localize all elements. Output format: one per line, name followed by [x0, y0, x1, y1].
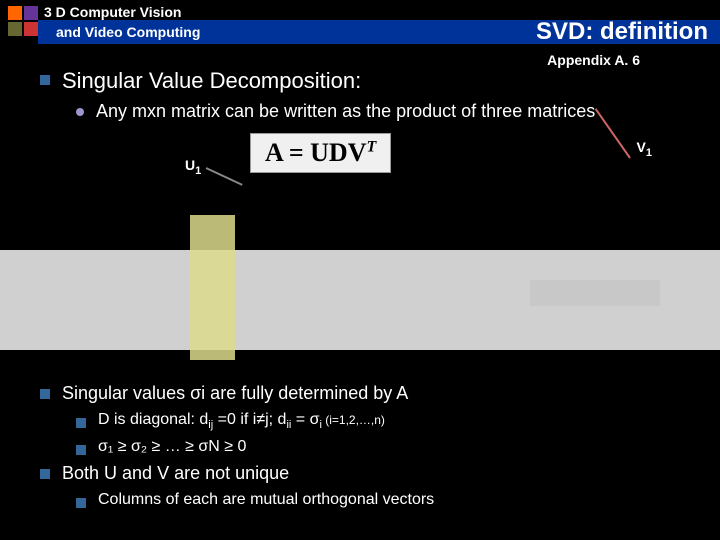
u1-label: U1	[185, 157, 201, 177]
formula: A = UDVT	[250, 133, 391, 173]
logo-sq	[8, 22, 22, 36]
lower-b2: Both U and V are not unique	[62, 462, 289, 485]
logo-sq	[24, 6, 38, 20]
header-text: 3 D Computer Vision and Video Computing …	[44, 4, 720, 44]
logo	[8, 6, 38, 36]
bullet-icon	[40, 75, 50, 85]
logo-sq	[24, 22, 38, 36]
u1-line	[206, 167, 243, 186]
bullet-icon	[76, 498, 86, 508]
formula-sup: T	[367, 139, 377, 156]
diagram-highlight	[190, 215, 235, 360]
diagram-small	[530, 280, 660, 306]
bullet-sub: Columns of each are mutual orthogonal ve…	[40, 491, 690, 509]
diagram-band	[0, 250, 720, 350]
lower-b1: Singular values σi are fully determined …	[62, 382, 408, 405]
bullet-icon	[40, 469, 50, 479]
bullet-main: Both U and V are not unique	[40, 462, 690, 485]
content: Singular Value Decomposition: Any mxn ma…	[0, 68, 720, 123]
main-heading: Singular Value Decomposition:	[62, 68, 361, 94]
v1-label: V1	[637, 139, 652, 159]
bullet-main: Singular Value Decomposition:	[40, 68, 690, 94]
logo-sq	[8, 6, 22, 20]
bullet-icon	[40, 389, 50, 399]
appendix-ref: Appendix A. 6	[0, 52, 720, 68]
lower-content: Singular values σi are fully determined …	[40, 382, 690, 515]
slide-title: SVD: definition	[536, 18, 708, 46]
sub-text: Any mxn matrix can be written as the pro…	[96, 100, 595, 123]
header: 3 D Computer Vision and Video Computing …	[0, 0, 720, 44]
bullet-sub: σ₁ ≥ σ₂ ≥ … ≥ σN ≥ 0	[40, 438, 690, 456]
formula-text: A = UDV	[265, 138, 367, 167]
lower-b1b: σ₁ ≥ σ₂ ≥ … ≥ σN ≥ 0	[98, 438, 246, 456]
bullet-icon	[76, 445, 86, 455]
bullet-sub: D is diagonal: dij =0 if i≠j; dii = σi (…	[40, 411, 690, 431]
lower-b1a: D is diagonal: dij =0 if i≠j; dii = σi (…	[98, 411, 385, 431]
bullet-main: Singular values σi are fully determined …	[40, 382, 690, 405]
lower-b2a: Columns of each are mutual orthogonal ve…	[98, 491, 434, 509]
title-bar: and Video Computing SVD: definition	[38, 20, 720, 44]
bullet-icon	[76, 108, 84, 116]
bullet-sub: Any mxn matrix can be written as the pro…	[40, 100, 690, 123]
bullet-icon	[76, 418, 86, 428]
course-title-2: and Video Computing	[56, 24, 200, 40]
